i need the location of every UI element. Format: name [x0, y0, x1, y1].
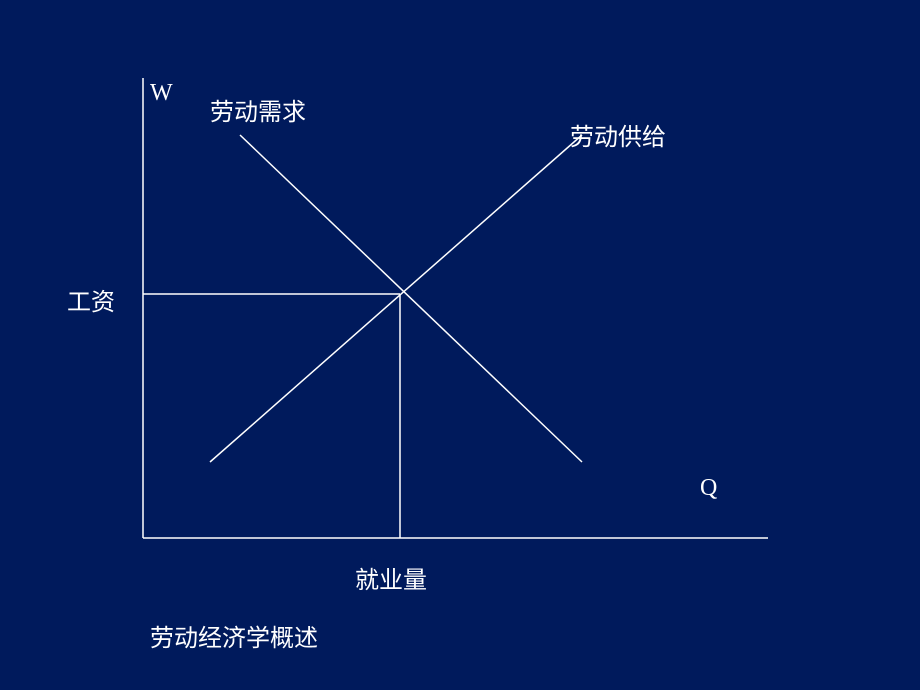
- quantity-label: 就业量: [355, 560, 427, 595]
- supply-demand-diagram: W Q 劳动需求 劳动供给 工资 就业量 劳动经济学概述: [0, 0, 920, 690]
- y-axis-label: W: [150, 80, 173, 107]
- demand-line: [240, 135, 582, 462]
- supply-line: [210, 135, 582, 462]
- wage-label: 工资: [67, 282, 115, 317]
- x-axis-label: Q: [700, 475, 717, 502]
- chart-svg: [0, 0, 920, 690]
- demand-label: 劳动需求: [210, 92, 306, 127]
- footer-text: 劳动经济学概述: [150, 618, 318, 653]
- supply-label: 劳动供给: [570, 117, 666, 152]
